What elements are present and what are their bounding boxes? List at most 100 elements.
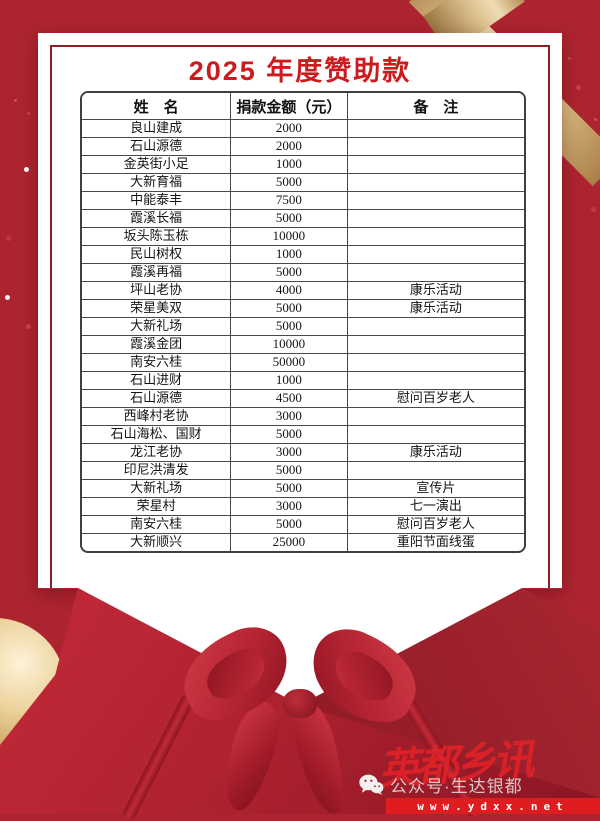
cell-name: 西峰村老协 <box>82 407 232 426</box>
cell-amount: 1000 <box>230 155 348 174</box>
table-row: 石山进财 1000 <box>82 371 524 390</box>
cell-remark <box>346 137 524 156</box>
cell-remark: 七一演出 <box>346 497 524 516</box>
cell-name: 民山树权 <box>82 245 232 264</box>
table-row: 石山海松、国财 5000 <box>82 425 524 444</box>
table-row: 荣星美双 5000 康乐活动 <box>82 299 524 318</box>
cell-amount: 10000 <box>230 335 348 354</box>
card: 2025 年度赞助款 姓 名 捐款金额（元） 备 注 良山建成 2000 石山源… <box>38 33 562 711</box>
cell-remark <box>346 191 524 210</box>
table-row: 大新礼场 5000 <box>82 317 524 336</box>
cell-amount: 2000 <box>230 119 348 138</box>
confetti-dots-red <box>0 0 3 3</box>
cell-remark: 康乐活动 <box>346 299 524 318</box>
cell-remark: 康乐活动 <box>346 443 524 462</box>
cell-name: 大新礼场 <box>82 479 232 498</box>
table-row: 坂头陈玉栋 10000 <box>82 227 524 246</box>
cell-amount: 50000 <box>230 353 348 372</box>
cell-name: 霞溪金团 <box>82 335 232 354</box>
cell-amount: 5000 <box>230 425 348 444</box>
cell-remark: 康乐活动 <box>346 281 524 300</box>
cell-name: 石山进财 <box>82 371 232 390</box>
cell-remark <box>346 317 524 336</box>
cell-remark <box>346 155 524 174</box>
cell-name: 石山海松、国财 <box>82 425 232 444</box>
table-row: 大新礼场 5000 宣传片 <box>82 479 524 498</box>
donation-table: 姓 名 捐款金额（元） 备 注 良山建成 2000 石山源德 2000 金英街小… <box>80 91 526 553</box>
cell-remark <box>346 245 524 264</box>
table-row: 坪山老协 4000 康乐活动 <box>82 281 524 300</box>
table-row: 霞溪再福 5000 <box>82 263 524 282</box>
cell-name: 霞溪再福 <box>82 263 232 282</box>
wechat-account-label: 公众号·生达银都 <box>390 777 523 796</box>
cell-amount: 1000 <box>230 245 348 264</box>
cell-name: 龙江老协 <box>82 443 232 462</box>
cell-name: 石山源德 <box>82 137 232 156</box>
cell-amount: 4500 <box>230 389 348 408</box>
header-remark: 备 注 <box>346 93 524 120</box>
cell-amount: 3000 <box>230 497 348 516</box>
cell-amount: 5000 <box>230 173 348 192</box>
cell-amount: 5000 <box>230 299 348 318</box>
header-name: 姓 名 <box>82 93 232 120</box>
cell-remark <box>346 425 524 444</box>
cell-remark <box>346 173 524 192</box>
cell-amount: 5000 <box>230 479 348 498</box>
cell-amount: 25000 <box>230 533 348 551</box>
cell-remark <box>346 353 524 372</box>
cell-remark: 重阳节面线蛋 <box>346 533 524 551</box>
table-row: 西峰村老协 3000 <box>82 407 524 426</box>
cell-remark <box>346 119 524 138</box>
table-row: 龙江老协 3000 康乐活动 <box>82 443 524 462</box>
cell-name: 南安六桂 <box>82 353 232 372</box>
table-row: 良山建成 2000 <box>82 119 524 138</box>
cell-amount: 1000 <box>230 371 348 390</box>
cell-amount: 2000 <box>230 137 348 156</box>
cell-name: 大新育福 <box>82 173 232 192</box>
table-row: 民山树权 1000 <box>82 245 524 264</box>
table-row: 霞溪长福 5000 <box>82 209 524 228</box>
table-row: 中能泰丰 7500 <box>82 191 524 210</box>
cell-remark: 宣传片 <box>346 479 524 498</box>
table-row: 霞溪金团 10000 <box>82 335 524 354</box>
cell-remark <box>346 335 524 354</box>
cell-name: 坪山老协 <box>82 281 232 300</box>
cell-name: 金英街小足 <box>82 155 232 174</box>
wechat-icon <box>358 773 384 797</box>
table-body: 良山建成 2000 石山源德 2000 金英街小足 1000 大新育福 5000… <box>82 119 524 551</box>
cell-amount: 7500 <box>230 191 348 210</box>
cell-name: 大新顺兴 <box>82 533 232 551</box>
page-title: 2025 年度赞助款 <box>188 56 412 86</box>
cell-name: 良山建成 <box>82 119 232 138</box>
cell-amount: 5000 <box>230 461 348 480</box>
cell-name: 荣星村 <box>82 497 232 516</box>
cell-amount: 5000 <box>230 515 348 534</box>
table-row: 南安六桂 50000 <box>82 353 524 372</box>
cell-name: 印尼洪清发 <box>82 461 232 480</box>
cell-name: 坂头陈玉栋 <box>82 227 232 246</box>
website-url: www.ydxx.net <box>386 798 600 814</box>
table-header-row: 姓 名 捐款金额（元） 备 注 <box>82 93 524 120</box>
cell-amount: 4000 <box>230 281 348 300</box>
table-row: 荣星村 3000 七一演出 <box>82 497 524 516</box>
cell-name: 大新礼场 <box>82 317 232 336</box>
cell-remark <box>346 209 524 228</box>
cell-amount: 5000 <box>230 317 348 336</box>
header-amount: 捐款金额（元） <box>230 93 348 120</box>
cell-remark <box>346 371 524 390</box>
cell-name: 南安六桂 <box>82 515 232 534</box>
card-inner-border <box>50 45 550 711</box>
cell-remark <box>346 227 524 246</box>
wechat-account-row: 公众号·生达银都 <box>358 772 523 797</box>
cell-amount: 3000 <box>230 407 348 426</box>
cell-remark: 慰问百岁老人 <box>346 389 524 408</box>
table-row: 大新育福 5000 <box>82 173 524 192</box>
cell-name: 中能泰丰 <box>82 191 232 210</box>
table-row: 南安六桂 5000 慰问百岁老人 <box>82 515 524 534</box>
table-row: 大新顺兴 25000 重阳节面线蛋 <box>82 533 524 551</box>
cell-amount: 3000 <box>230 443 348 462</box>
cell-name: 石山源德 <box>82 389 232 408</box>
cell-amount: 5000 <box>230 209 348 228</box>
cell-amount: 10000 <box>230 227 348 246</box>
